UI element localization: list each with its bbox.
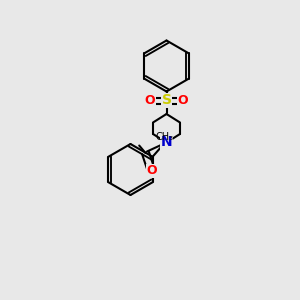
Text: S: S — [161, 94, 172, 107]
Text: CH₃: CH₃ — [155, 132, 174, 142]
Text: O: O — [178, 94, 188, 107]
Text: O: O — [146, 164, 157, 178]
Text: O: O — [145, 94, 155, 107]
Text: N: N — [161, 136, 172, 149]
